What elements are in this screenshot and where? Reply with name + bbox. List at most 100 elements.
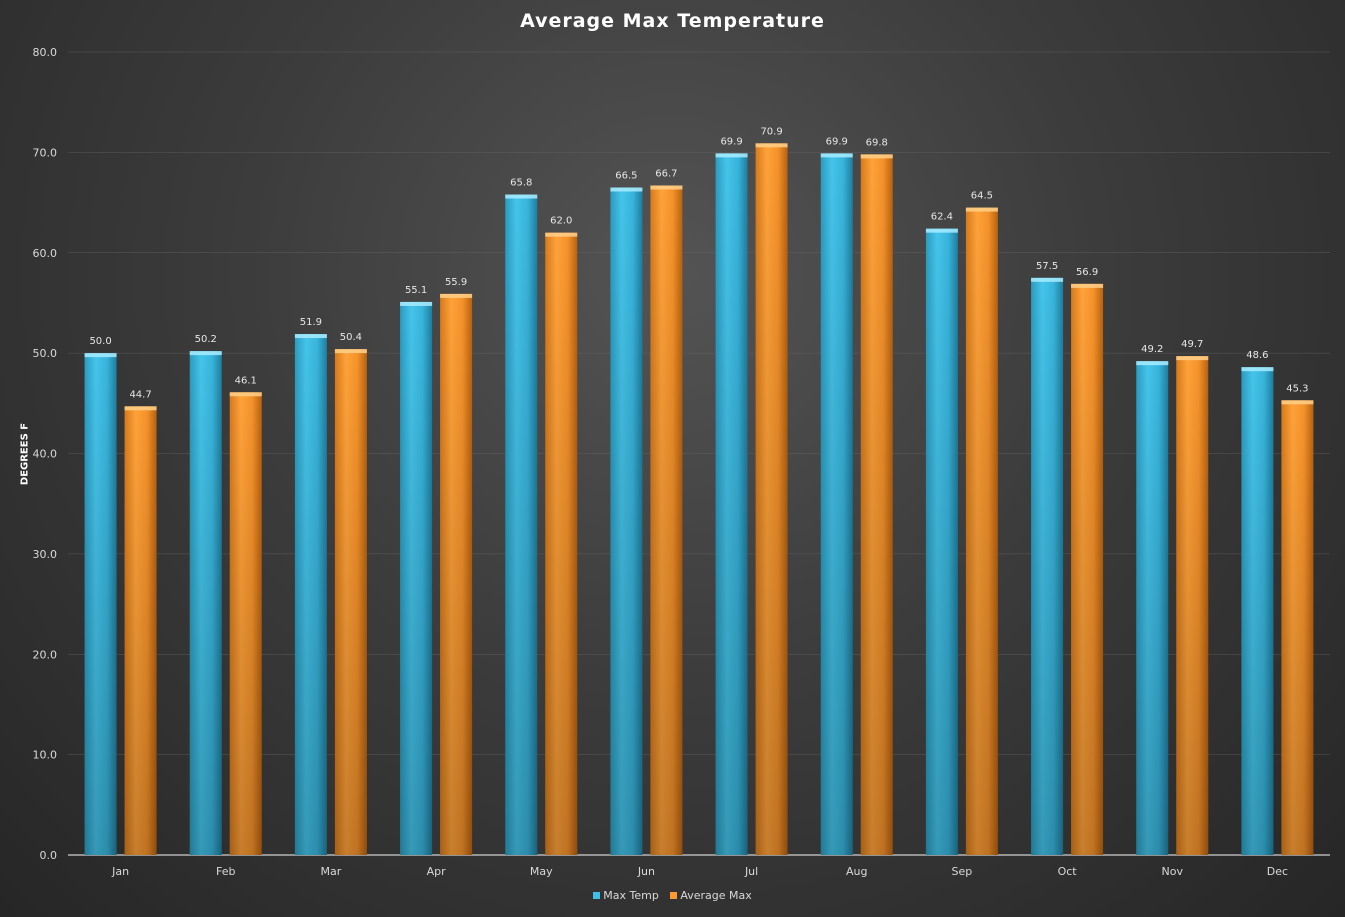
bar-cap xyxy=(505,194,538,199)
bar-cap xyxy=(1176,356,1209,361)
bar-shade xyxy=(1241,367,1274,855)
bar-shade xyxy=(545,232,578,856)
data-label: 49.7 xyxy=(1181,339,1203,350)
y-tick-label: 60.0 xyxy=(33,247,58,260)
data-label: 66.7 xyxy=(655,168,677,179)
data-label: 69.9 xyxy=(720,136,742,147)
legend-label-max-temp: Max Temp xyxy=(603,889,659,902)
bar-shade xyxy=(820,153,853,855)
bar-cap xyxy=(860,154,893,159)
x-tick-label: Feb xyxy=(216,865,235,878)
bar-shade xyxy=(1281,400,1314,855)
data-label: 70.9 xyxy=(760,126,782,137)
bar-shade xyxy=(189,351,222,855)
bar-cap xyxy=(400,301,433,306)
bar-shade xyxy=(1031,277,1064,855)
data-label: 56.9 xyxy=(1076,267,1098,278)
bar-group xyxy=(755,143,788,855)
data-label: 62.4 xyxy=(931,212,953,223)
bar-shade xyxy=(1071,283,1104,856)
data-label: 44.7 xyxy=(129,389,151,400)
data-label: 55.9 xyxy=(445,277,467,288)
x-tick-label: May xyxy=(530,865,553,878)
data-label: 62.0 xyxy=(550,216,572,227)
bar-shade xyxy=(1136,361,1169,855)
bar-cap xyxy=(1281,400,1314,405)
bar-shade xyxy=(860,154,893,855)
legend-swatch-max-temp xyxy=(593,892,601,899)
bar-shade xyxy=(440,293,473,855)
data-label: 57.5 xyxy=(1036,261,1058,272)
bar-cap xyxy=(440,293,473,298)
bar-cap xyxy=(820,153,853,158)
bar-group xyxy=(650,185,683,855)
bar-cap xyxy=(1136,361,1169,366)
bar-group xyxy=(334,349,367,855)
bar-group xyxy=(1241,367,1274,855)
y-tick-label: 80.0 xyxy=(33,46,58,59)
bar-group xyxy=(505,194,538,856)
bar-group xyxy=(124,406,157,855)
bar-group xyxy=(1071,283,1104,856)
data-label: 50.0 xyxy=(89,336,111,347)
bar-group xyxy=(1281,400,1314,855)
legend-item-max-temp: Max Temp xyxy=(593,889,659,902)
bar-cap xyxy=(294,334,327,339)
bar-group xyxy=(545,232,578,856)
bar-shade xyxy=(84,353,117,855)
bar-cap xyxy=(124,406,157,411)
y-tick-label: 30.0 xyxy=(33,548,58,561)
bar-group xyxy=(189,351,222,855)
bar-group xyxy=(229,392,262,855)
bar-group xyxy=(1031,277,1064,855)
x-tick-label: Sep xyxy=(952,865,973,878)
bar-shade xyxy=(400,301,433,856)
data-label: 48.6 xyxy=(1246,350,1268,361)
data-label: 64.5 xyxy=(971,191,993,202)
x-tick-label: Aug xyxy=(846,865,867,878)
x-tick-label: Jun xyxy=(637,865,655,878)
bar-shade xyxy=(505,194,538,856)
bar-cap xyxy=(650,185,683,190)
y-tick-label: 50.0 xyxy=(33,347,58,360)
bar-shade xyxy=(755,143,788,855)
bar-group xyxy=(1136,361,1169,855)
bar-group xyxy=(715,153,748,855)
y-tick-label: 20.0 xyxy=(33,648,58,661)
bar-cap xyxy=(334,349,367,354)
bar-cap xyxy=(189,351,222,356)
bar-shade xyxy=(294,334,327,856)
data-label: 51.9 xyxy=(300,317,322,328)
bar-cap xyxy=(84,353,117,358)
bar-cap xyxy=(1071,283,1104,288)
x-tick-label: Oct xyxy=(1058,865,1078,878)
bar-group xyxy=(400,301,433,856)
bar-shade xyxy=(925,228,958,855)
bar-cap xyxy=(965,207,998,212)
bar-group xyxy=(610,187,643,856)
bar-cap xyxy=(1031,277,1064,282)
data-label: 49.2 xyxy=(1141,344,1163,355)
data-label: 50.2 xyxy=(195,334,217,345)
bar-cap xyxy=(1241,367,1274,372)
legend: Max Temp Average Max xyxy=(0,889,1345,902)
bar-shade xyxy=(610,187,643,856)
bar-group xyxy=(84,353,117,855)
bar-group xyxy=(965,207,998,856)
bar-shade xyxy=(334,349,367,855)
bar-group xyxy=(1176,356,1209,855)
x-tick-label: Jan xyxy=(111,865,129,878)
bar-group xyxy=(440,293,473,855)
bar-group xyxy=(820,153,853,855)
legend-swatch-average-max xyxy=(670,892,678,899)
bar-cap xyxy=(755,143,788,148)
bar-shade xyxy=(650,185,683,855)
y-tick-label: 40.0 xyxy=(33,448,58,461)
bar-shade xyxy=(229,392,262,855)
x-tick-label: Mar xyxy=(321,865,342,878)
x-tick-label: Jul xyxy=(744,865,758,878)
data-label: 69.9 xyxy=(826,136,848,147)
bar-group xyxy=(925,228,958,855)
